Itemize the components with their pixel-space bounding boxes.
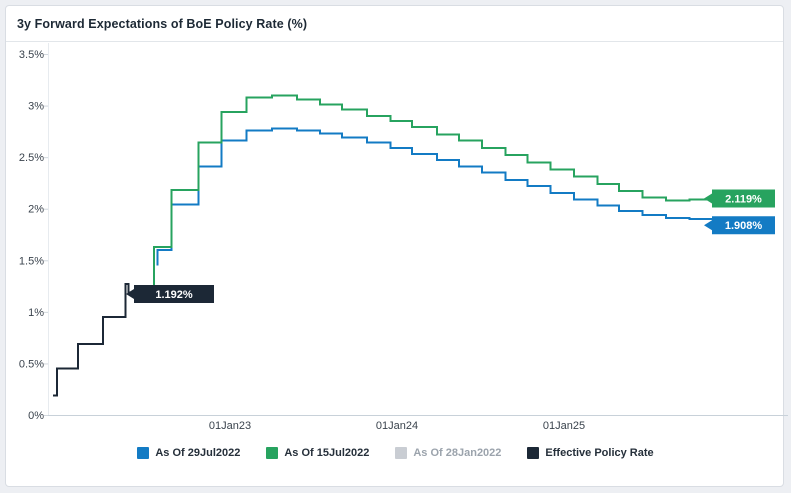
series-line-effective-policy-rate <box>53 283 154 397</box>
y-tick-label: 1% <box>28 307 44 319</box>
y-tick-label: 0% <box>28 410 44 422</box>
end-label-value: 2.119% <box>725 193 762 205</box>
chart-header: 3y Forward Expectations of BoE Policy Ra… <box>6 6 783 42</box>
legend-swatch-icon <box>527 447 540 459</box>
series-line-as-of-29jul2022 <box>156 127 714 266</box>
page-title: 3y Forward Expectations of BoE Policy Ra… <box>17 16 308 31</box>
x-tick-label: 01Jan23 <box>209 420 251 432</box>
legend-swatch-icon <box>395 447 408 459</box>
legend-item-as-of-15jul2022[interactable]: As Of 15Jul2022 <box>266 447 369 459</box>
legend-label: Effective Policy Rate <box>545 447 654 459</box>
x-tick-label: 01Jan25 <box>543 420 585 432</box>
y-tick-label: 3% <box>28 101 44 113</box>
legend-label: As Of 29Jul2022 <box>155 447 241 459</box>
legend-item-as-of-28jan2022[interactable]: As Of 28Jan2022 <box>395 447 501 459</box>
end-label-value: 1.908% <box>725 220 763 232</box>
legend: As Of 29Jul2022 As Of 15Jul2022 As Of 28Ja… <box>0 443 791 463</box>
legend-swatch-icon <box>266 447 279 459</box>
y-tick-label: 3.5% <box>19 49 44 61</box>
legend-item-as-of-29jul2022[interactable]: As Of 29Jul2022 <box>137 447 240 459</box>
y-tick-label: 1.5% <box>19 255 44 267</box>
y-tick-label: 2.5% <box>19 152 44 164</box>
series-line-as-of-15jul2022 <box>153 94 714 293</box>
y-tick-label: 2% <box>28 204 44 216</box>
legend-item-effective-policy-rate[interactable]: Effective Policy Rate <box>527 447 654 459</box>
end-label-flag <box>704 189 775 208</box>
end-label-flag <box>126 285 214 304</box>
x-tick-label: 01Jan24 <box>376 420 418 432</box>
end-label-value: 1.192% <box>155 289 193 301</box>
legend-swatch-icon <box>137 447 150 459</box>
legend-label: As Of 15Jul2022 <box>284 447 370 459</box>
chart-card <box>5 5 784 487</box>
legend-label: As Of 28Jan2022 <box>413 447 502 459</box>
end-label-flag <box>704 216 775 235</box>
y-tick-label: 0.5% <box>19 358 44 370</box>
